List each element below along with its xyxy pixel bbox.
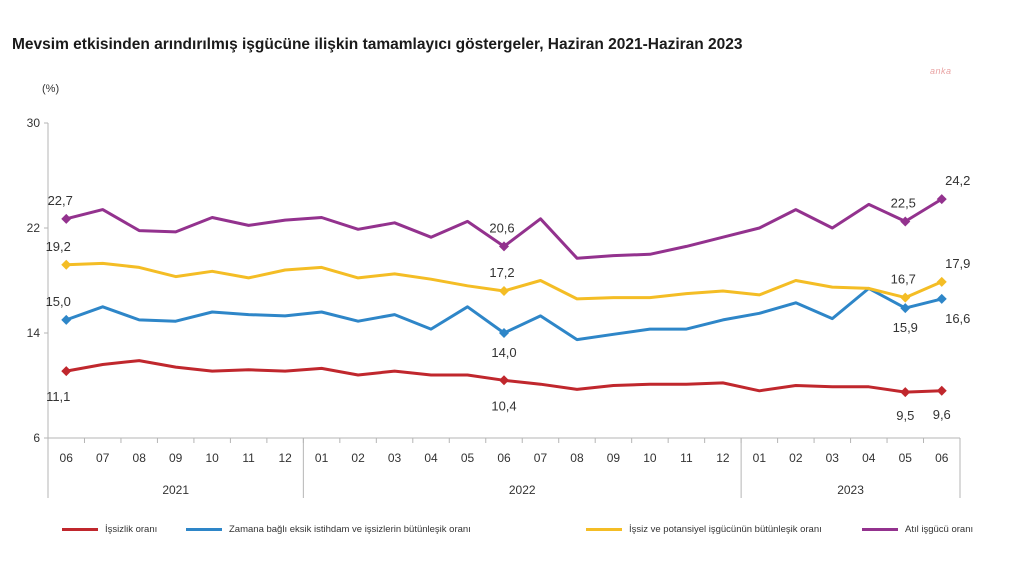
y-tick-label: 22 [27,221,41,235]
data-label: 24,2 [945,173,970,188]
legend-item: Zamana bağlı eksik istihdam ve işsizleri… [186,524,471,535]
data-point-marker [499,241,509,252]
data-point-marker [900,387,911,398]
x-tick-label: 05 [461,451,475,465]
data-point-marker [61,213,72,224]
data-label: 17,2 [489,265,514,280]
x-tick-label: 03 [826,451,840,465]
legend-swatch [186,528,222,531]
x-tick-label: 07 [534,451,548,465]
data-point-marker [61,314,72,325]
legend-label: İşsizlik oranı [105,524,158,535]
data-point-marker [900,292,911,303]
x-tick-label: 11 [242,451,255,465]
x-tick-label: 08 [133,451,147,465]
watermark-logo: anka [930,66,952,76]
legend-item: Atıl işgücü oranı [862,524,973,535]
data-point-marker [936,276,947,287]
data-label: 16,7 [891,272,916,287]
x-tick-label: 11 [680,451,693,465]
data-point-marker [499,328,509,338]
data-label: 22,7 [48,193,73,208]
data-label: 22,5 [891,195,916,210]
data-point-marker [900,303,911,314]
data-point-marker [61,366,72,377]
x-tick-label: 06 [935,451,949,465]
data-point-marker [936,293,947,304]
year-label: 2022 [509,483,536,497]
legend-swatch [586,528,622,531]
x-tick-label: 04 [862,451,876,465]
data-label: 9,5 [896,408,914,423]
x-tick-label: 09 [169,451,183,465]
chart-legend: İşsizlik oranı Zamana bağlı eksik istihda… [62,524,1022,544]
data-point-marker [936,385,947,396]
data-label: 19,2 [46,239,71,254]
data-label: 14,0 [491,345,516,360]
x-tick-label: 07 [96,451,110,465]
x-tick-label: 12 [278,451,292,465]
data-point-marker [499,375,509,386]
legend-swatch [862,528,898,531]
x-tick-label: 02 [789,451,803,465]
legend-item: İşsizlik oranı [62,524,157,535]
data-label: 15,9 [893,320,918,335]
legend-label: İşsiz ve potansiyel işgücünün bütünleşik… [629,524,822,535]
x-tick-label: 09 [607,451,621,465]
legend-swatch [62,528,98,531]
legend-label: Zamana bağlı eksik istihdam ve işsizleri… [229,524,471,535]
data-label: 16,6 [945,311,970,326]
data-label: 20,6 [489,220,514,235]
data-label: 17,9 [945,256,970,271]
data-point-marker [900,216,911,227]
x-tick-label: 01 [753,451,767,465]
year-label: 2021 [162,483,189,497]
x-tick-label: 02 [351,451,365,465]
legend-label: Atıl işgücü oranı [905,524,974,535]
legend-item: İşsiz ve potansiyel işgücünün bütünleşik… [586,524,822,535]
x-tick-label: 10 [643,451,657,465]
data-label: 10,4 [491,398,516,413]
x-tick-label: 06 [497,451,511,465]
x-tick-label: 12 [716,451,730,465]
data-point-marker [61,259,72,270]
x-tick-label: 06 [60,451,74,465]
x-tick-label: 10 [205,451,219,465]
x-tick-label: 04 [424,451,438,465]
data-point-marker [499,286,509,296]
x-tick-label: 01 [315,451,329,465]
y-tick-label: 6 [33,431,40,445]
data-label: 11,1 [46,389,70,404]
x-tick-label: 08 [570,451,584,465]
data-label: 9,6 [933,407,951,422]
x-tick-label: 03 [388,451,402,465]
data-point-marker [936,194,947,205]
year-label: 2023 [837,483,864,497]
chart-title: Mevsim etkisinden arındırılmış işgücüne … [12,36,743,53]
y-tick-label: 30 [27,116,41,130]
y-tick-label: 14 [27,326,41,340]
data-label: 15,0 [46,294,71,309]
y-axis-label: (%) [42,83,59,95]
x-tick-label: 05 [899,451,913,465]
